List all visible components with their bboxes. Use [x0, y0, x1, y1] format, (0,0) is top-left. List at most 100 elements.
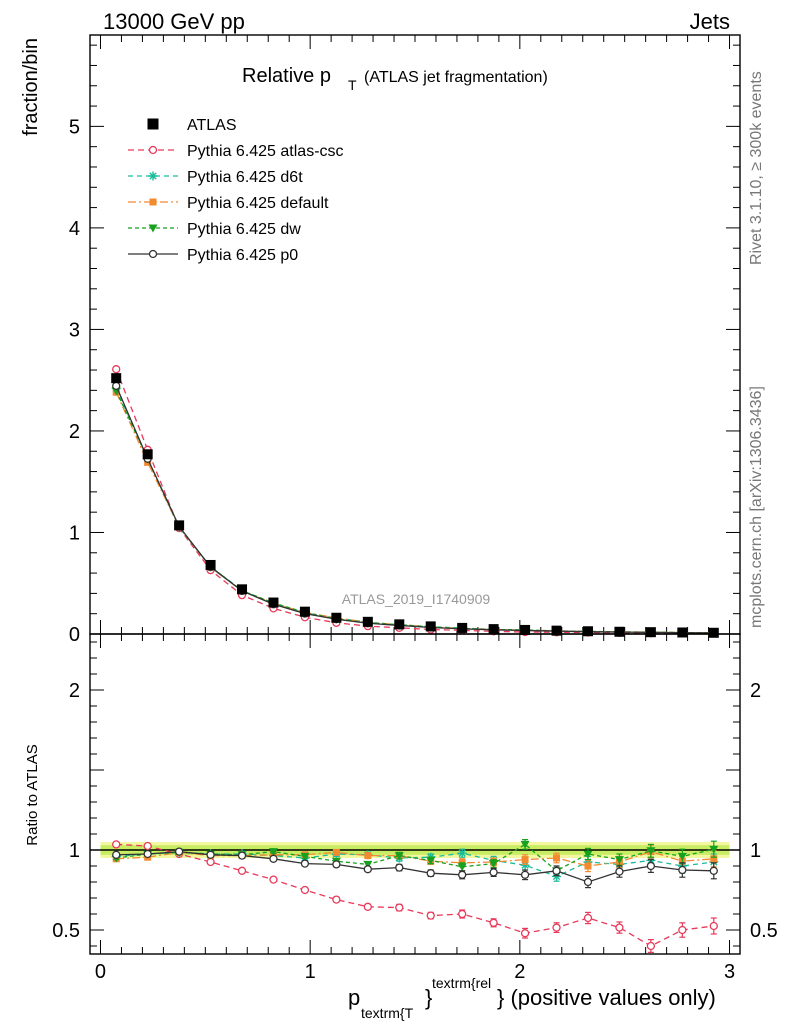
- data-point: [148, 145, 158, 155]
- axis-tick-labels: 0 1 2 3 0 1 2 3 4 5 0.5 0.5 1 1 2 2: [52, 116, 778, 983]
- data-point: [268, 848, 278, 857]
- data-point: [488, 624, 499, 635]
- data-point: [148, 249, 158, 259]
- chart-title-main: Relative p: [242, 65, 331, 87]
- data-point: [426, 869, 435, 878]
- data-point: [112, 381, 121, 390]
- data-point: [646, 861, 656, 871]
- data-point: [521, 856, 529, 864]
- y-tick-label-main: 2: [69, 421, 80, 443]
- data-point: [489, 860, 499, 869]
- data-point: [174, 847, 184, 856]
- y-tick-label-ratio: 1: [69, 840, 80, 862]
- data-point: [677, 852, 687, 861]
- series-line: [115, 368, 714, 635]
- x-axis-label-sub: textrm{T: [361, 1005, 414, 1021]
- header-right-title: Jets: [690, 9, 730, 34]
- legend-label: Pythia 6.425 p0: [187, 247, 298, 264]
- data-point: [584, 862, 592, 870]
- y-tick-label-ratio: 0.5: [52, 920, 80, 942]
- legend: ATLAS Pythia 6.425 atlas-csc Pythia 6.425 …: [128, 117, 344, 264]
- data-point: [269, 854, 278, 863]
- data-point: [363, 865, 372, 874]
- y-tick-label-ratio: 2: [69, 680, 80, 702]
- data-point: [457, 863, 467, 872]
- data-point: [678, 925, 687, 935]
- data-point: [363, 902, 372, 911]
- ratio-uncertainty-band: [90, 842, 740, 858]
- side-mcplots-label: mcplots.cern.ch [arXiv:1306.3436]: [748, 386, 765, 628]
- axis-ticks: [90, 35, 740, 954]
- data-point: [457, 848, 467, 858]
- data-point: [112, 365, 121, 374]
- legend-entry: Pythia 6.425 d6t: [128, 169, 303, 186]
- data-point: [362, 616, 373, 627]
- ratio-line: [116, 843, 714, 947]
- x-axis-label-brace: }: [425, 985, 432, 1010]
- x-axis-label-sup: textrm{rel: [432, 975, 491, 991]
- data-point: [394, 619, 405, 630]
- data-point: [205, 559, 216, 570]
- data-point: [709, 921, 718, 931]
- chart-title-rest: (ATLAS jet fragmentation): [364, 69, 548, 86]
- data-point: [331, 612, 342, 623]
- data-point: [645, 627, 656, 638]
- data-point: [206, 850, 215, 859]
- data-point: [614, 856, 624, 865]
- legend-label: Pythia 6.425 dw: [187, 221, 301, 238]
- data-point: [174, 520, 185, 531]
- series-atlas: [111, 373, 719, 638]
- data-point: [143, 841, 152, 851]
- data-point: [552, 866, 561, 875]
- data-point: [299, 606, 310, 617]
- data-point: [520, 929, 530, 938]
- data-point: [300, 885, 310, 895]
- data-point: [332, 895, 341, 904]
- x-tick-label: 1: [305, 961, 316, 983]
- data-point: [142, 449, 153, 460]
- legend-entry: ATLAS: [147, 117, 237, 134]
- ratio-plot-series: [111, 838, 719, 954]
- ratio-line: [116, 843, 714, 872]
- side-rivet-label: Rivet 3.1.10, ≥ 300k events: [748, 71, 765, 265]
- legend-label: Pythia 6.425 default: [187, 195, 329, 212]
- data-point: [395, 903, 404, 912]
- data-point: [206, 857, 215, 867]
- data-point: [425, 621, 436, 632]
- y-tick-label-ratio-right: 2: [750, 680, 761, 702]
- y-tick-label-main: 0: [69, 624, 80, 646]
- data-point: [426, 856, 436, 865]
- data-point: [457, 622, 468, 633]
- data-point: [552, 871, 562, 881]
- y-axis-label-main: fraction/bin: [20, 38, 42, 136]
- data-point: [520, 860, 530, 870]
- ratio-plot-frame: [89, 633, 741, 955]
- data-point: [615, 867, 624, 876]
- data-point: [710, 855, 718, 863]
- data-point: [678, 865, 687, 875]
- x-axis-label: p textrm{T } textrm{rel } (positive valu…: [348, 975, 716, 1021]
- data-point: [489, 918, 498, 927]
- data-point: [583, 913, 593, 923]
- data-point: [395, 863, 404, 872]
- x-axis-label-rest: } (positive values only): [497, 985, 716, 1010]
- data-point: [148, 171, 158, 181]
- data-point: [332, 848, 340, 856]
- data-point: [583, 877, 593, 887]
- data-point: [646, 941, 656, 951]
- data-point: [677, 627, 688, 638]
- data-point: [553, 854, 561, 862]
- data-point: [111, 373, 122, 384]
- data-point: [269, 875, 278, 884]
- y-tick-label-ratio-right: 1: [750, 840, 761, 862]
- legend-entry: Pythia 6.425 dw: [128, 221, 301, 238]
- analysis-watermark: ATLAS_2019_I1740909: [342, 591, 491, 607]
- data-point: [112, 850, 121, 859]
- chart-title-sub: T: [348, 77, 357, 93]
- data-point: [646, 847, 656, 856]
- data-point: [458, 870, 467, 879]
- legend-label: Pythia 6.425 d6t: [187, 169, 303, 186]
- data-point: [458, 909, 467, 919]
- data-point: [709, 866, 718, 875]
